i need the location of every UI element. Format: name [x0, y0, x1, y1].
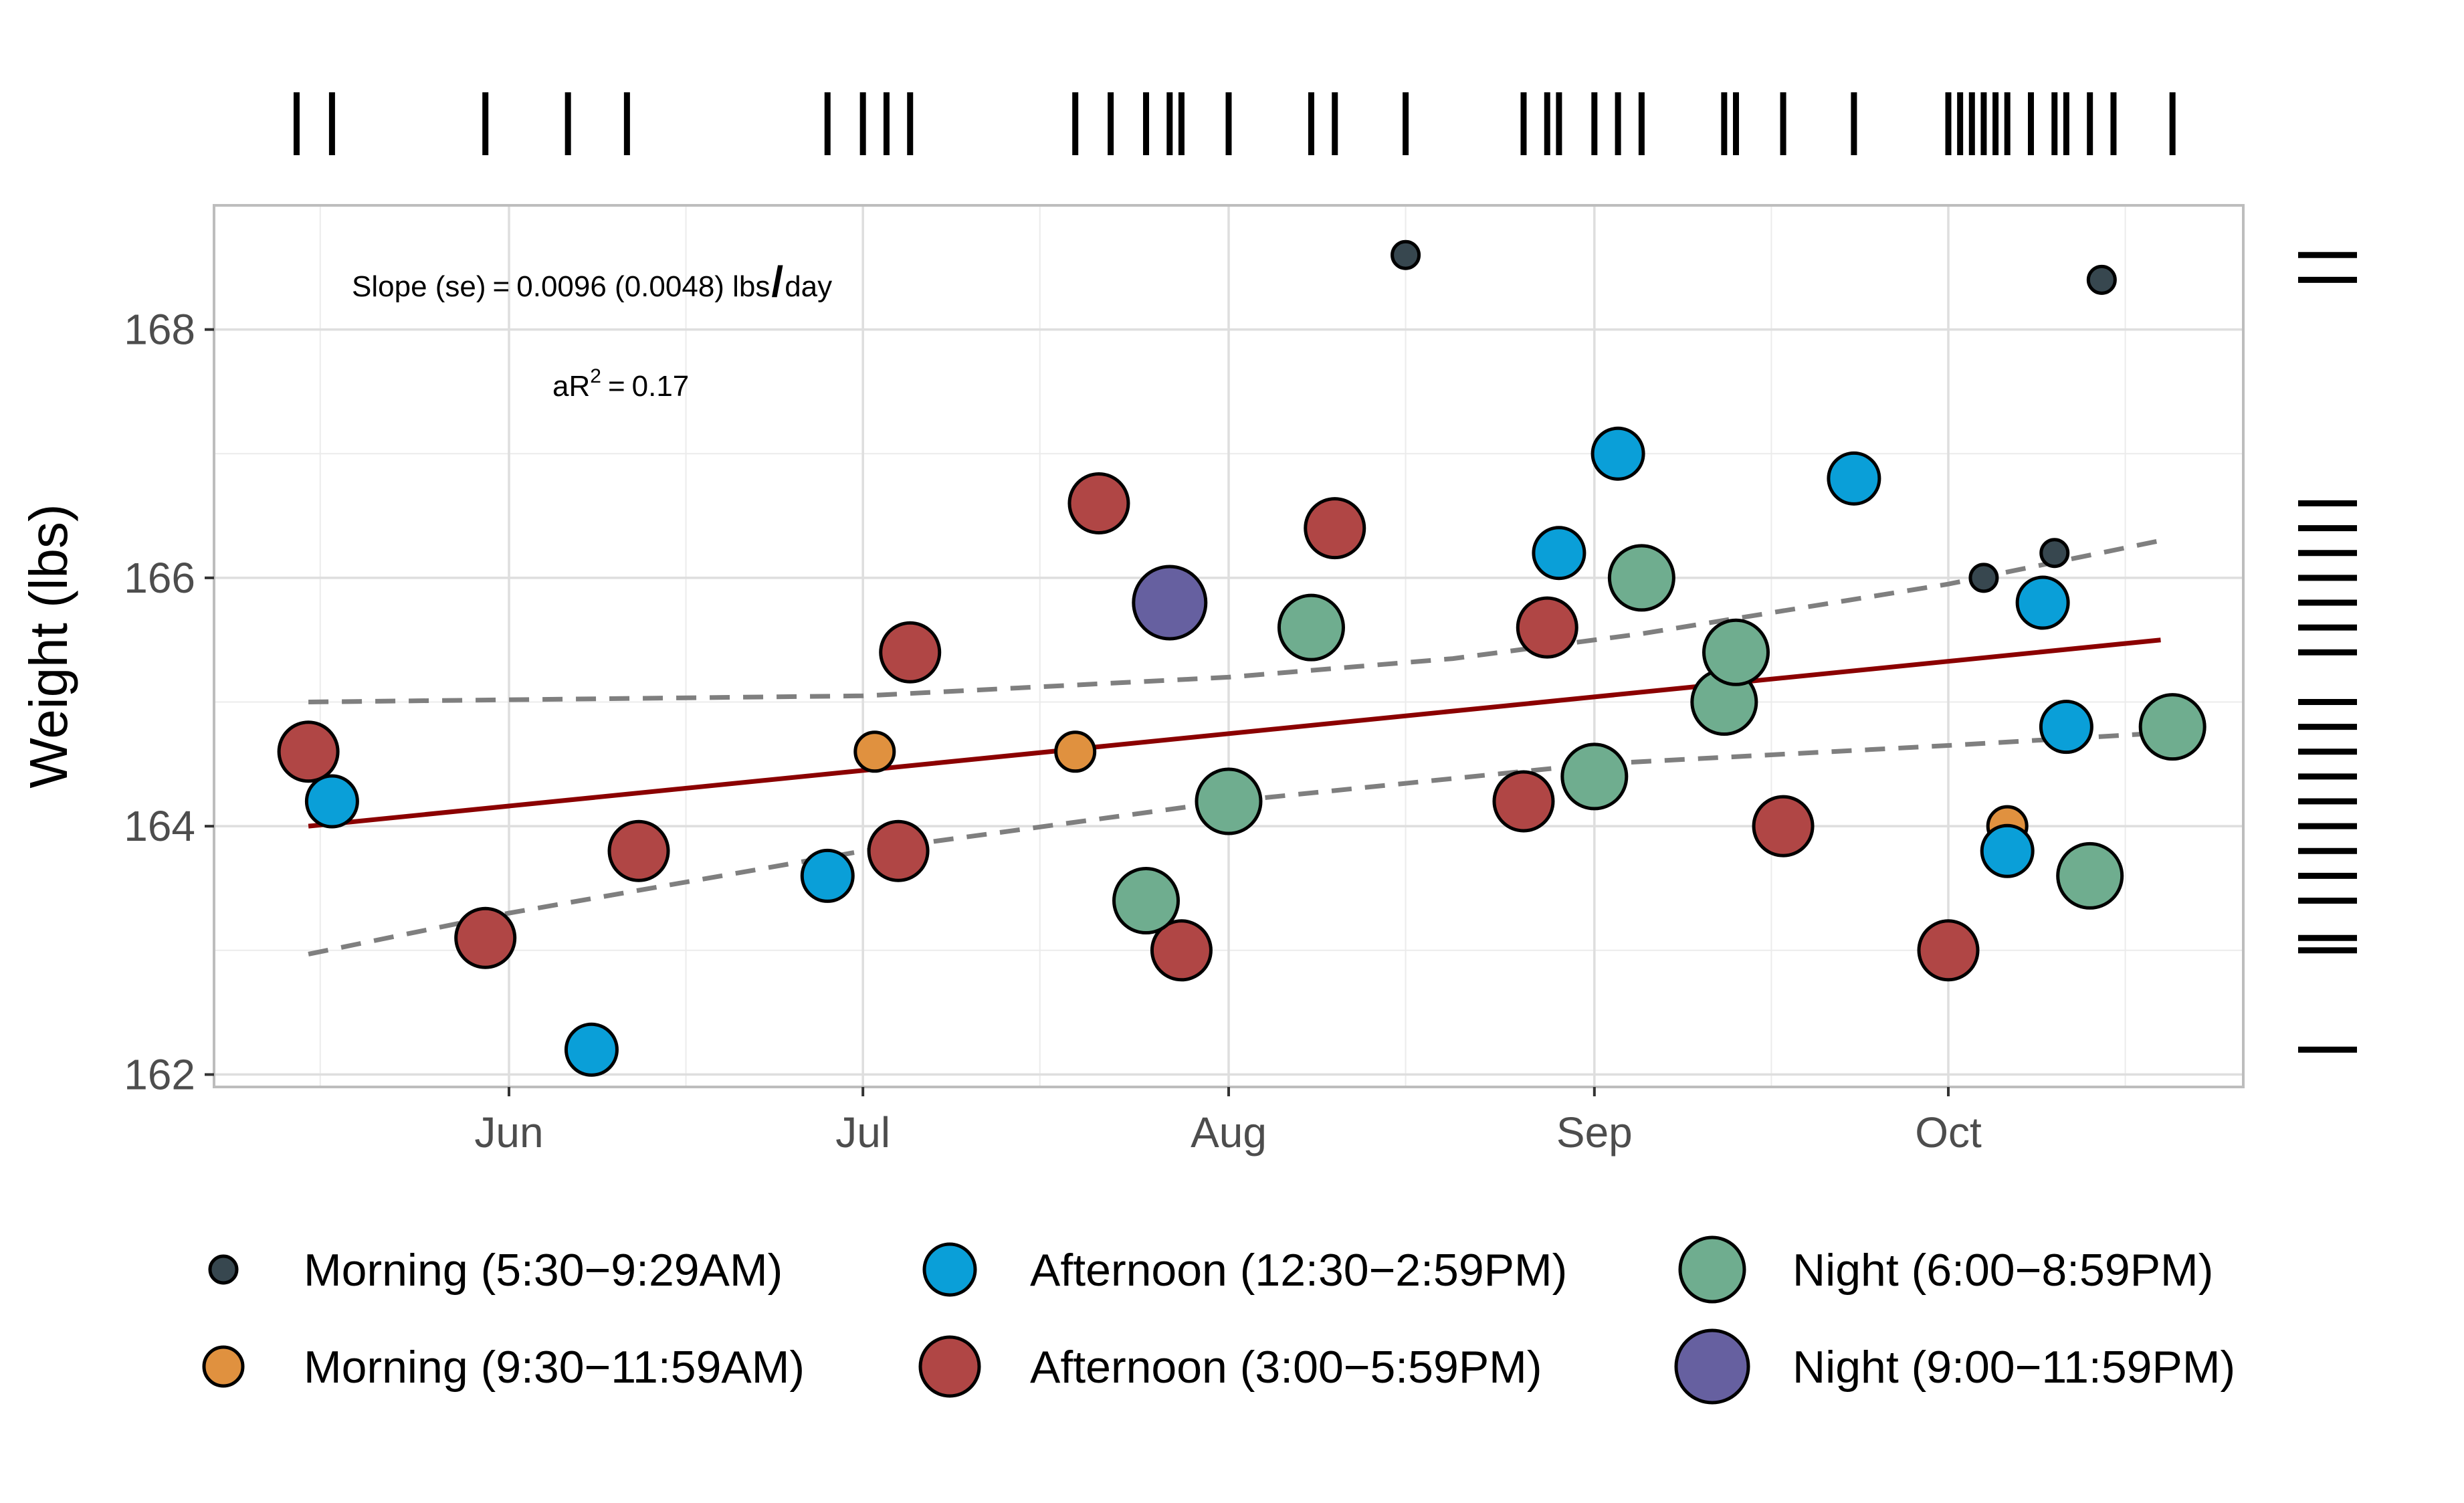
- data-point: [853, 730, 896, 773]
- rug-top: [293, 92, 2176, 155]
- legend: Morning (5:30−9:29AM) Afternoon (12:30−2:…: [202, 1235, 2235, 1405]
- slope-value: 0.0096 (0.0048) lbs: [516, 270, 770, 303]
- axes: Jun Jul Aug Sep Oct 162 164 166 168: [124, 306, 1982, 1157]
- rug-right: [2298, 252, 2357, 1053]
- data-point: [1607, 544, 1675, 612]
- data-point: [1917, 919, 1980, 982]
- data-point: [1195, 767, 1263, 835]
- y-tick-label: 164: [124, 802, 195, 850]
- y-axis-title: Weight (lbs): [19, 504, 78, 788]
- data-point: [564, 1022, 619, 1077]
- data-point: [277, 720, 340, 783]
- y-tick-label: 162: [124, 1050, 195, 1098]
- data-point: [2138, 693, 2206, 761]
- slope-annotation: Slope (se) = 0.0096 (0.0048) lbs/day: [352, 258, 832, 306]
- legend-key: [208, 1254, 239, 1285]
- data-point: [1968, 563, 1999, 593]
- data-point: [1702, 618, 1770, 686]
- x-tick-label: Jul: [835, 1108, 890, 1157]
- trend-line-group: [308, 637, 2161, 829]
- data-point: [1516, 596, 1578, 659]
- data-point: [454, 906, 517, 969]
- legend-label: Morning (9:30−11:59AM): [304, 1342, 805, 1393]
- legend-label: Afternoon (12:30−2:59PM): [1030, 1245, 1567, 1296]
- x-tick-label: Jun: [474, 1108, 543, 1157]
- legend-key: [1674, 1328, 1750, 1405]
- data-point: [879, 621, 942, 684]
- data-point: [1560, 742, 1629, 811]
- r2-superscript: 2: [590, 365, 601, 387]
- confidence-band: [308, 538, 2162, 957]
- data-point: [1980, 823, 2035, 878]
- y-tick-label: 166: [124, 554, 195, 602]
- data-point: [1304, 497, 1366, 560]
- legend-key: [1678, 1235, 1746, 1304]
- legend-key: [922, 1242, 977, 1297]
- data-point: [1590, 426, 1645, 481]
- data-point: [1391, 239, 1421, 270]
- legend-key: [202, 1345, 245, 1388]
- data-point: [800, 848, 855, 903]
- grid: [214, 205, 2243, 1087]
- data-point: [1054, 730, 1097, 773]
- legend-label: Night (6:00−8:59PM): [1792, 1245, 2213, 1296]
- data-point: [1532, 526, 1586, 581]
- legend-label: Night (9:00−11:59PM): [1792, 1342, 2235, 1393]
- slope-unit: day: [785, 270, 832, 303]
- confidence-band-upper: [308, 538, 2162, 704]
- data-point: [2056, 841, 2124, 910]
- x-tick-label: Oct: [1915, 1108, 1982, 1157]
- data-point: [1277, 593, 1345, 662]
- data-point: [2039, 538, 2070, 569]
- y-tick-label: 168: [124, 306, 195, 354]
- slope-prefix: Slope (se): [352, 270, 486, 303]
- data-point: [1150, 919, 1213, 982]
- legend-key: [918, 1335, 981, 1398]
- data-point: [1752, 795, 1815, 858]
- data-points: [277, 239, 2206, 1077]
- data-point: [867, 819, 930, 882]
- data-point: [2086, 264, 2117, 295]
- data-point: [1132, 565, 1208, 641]
- data-point: [1492, 770, 1555, 833]
- slope-slash: /: [771, 258, 783, 306]
- data-point: [2039, 700, 2093, 755]
- confidence-band-lower: [308, 730, 2161, 957]
- legend-label: Morning (5:30−9:29AM): [304, 1245, 783, 1296]
- data-point: [607, 819, 670, 882]
- data-point: [1067, 472, 1130, 535]
- data-point: [1827, 451, 1881, 506]
- r2-eq: =: [608, 370, 625, 403]
- r2-annotation: aR2 = 0.17: [552, 365, 689, 403]
- data-point: [1112, 867, 1180, 935]
- x-tick-label: Aug: [1191, 1108, 1267, 1157]
- r2-value: 0.17: [632, 370, 690, 403]
- trend-line: [308, 637, 2161, 829]
- data-point: [304, 774, 359, 829]
- slope-eq: =: [493, 270, 510, 303]
- legend-label: Afternoon (3:00−5:59PM): [1030, 1342, 1542, 1393]
- data-point: [2015, 575, 2070, 630]
- r2-prefix: aR: [552, 370, 590, 403]
- x-tick-label: Sep: [1556, 1108, 1633, 1157]
